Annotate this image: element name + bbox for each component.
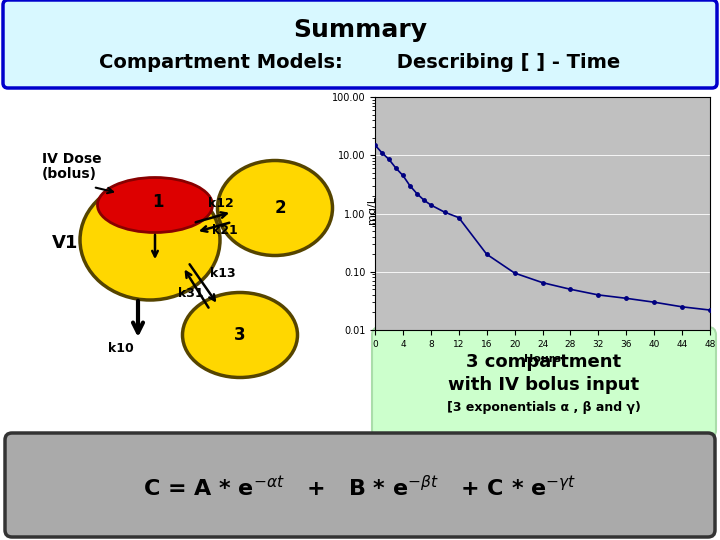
Text: Compartment Models:        Describing [ ] - Time: Compartment Models: Describing [ ] - Tim… [99,52,621,71]
Text: 2: 2 [274,199,286,217]
Text: with IV bolus input: with IV bolus input [449,376,639,394]
FancyBboxPatch shape [372,327,716,438]
FancyBboxPatch shape [5,433,715,537]
Text: k21: k21 [212,224,238,237]
Text: V1: V1 [52,234,78,252]
Text: k13: k13 [210,267,235,280]
Ellipse shape [80,180,220,300]
Text: IV Dose: IV Dose [42,152,102,166]
Text: C = A * e$^{-\alpha t}$   +   B * e$^{-\beta t}$   + C * e$^{-\gamma t}$: C = A * e$^{-\alpha t}$ + B * e$^{-\beta… [143,475,577,501]
X-axis label: Hours: Hours [524,354,561,364]
Text: mg/L: mg/L [367,196,377,224]
Text: (bolus): (bolus) [42,167,97,181]
Ellipse shape [217,160,333,255]
Text: k10: k10 [108,342,134,355]
Text: 3: 3 [234,326,246,344]
Text: 1: 1 [152,193,163,211]
Text: 3 compartment: 3 compartment [467,353,621,371]
Text: k31: k31 [178,287,204,300]
Ellipse shape [182,293,297,377]
Text: Summary: Summary [293,18,427,42]
Text: k12: k12 [208,197,234,210]
FancyBboxPatch shape [3,0,717,88]
Ellipse shape [97,178,212,233]
Text: [3 exponentials α , β and γ): [3 exponentials α , β and γ) [447,402,641,415]
